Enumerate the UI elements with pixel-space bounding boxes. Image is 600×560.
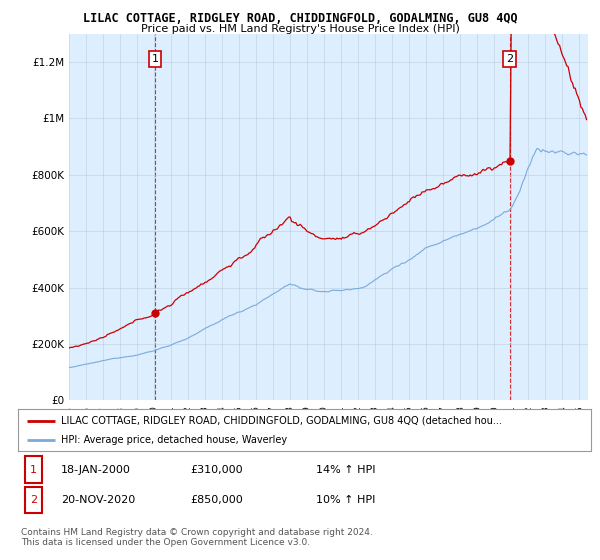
Text: 2: 2 bbox=[30, 495, 37, 505]
Text: Contains HM Land Registry data © Crown copyright and database right 2024.: Contains HM Land Registry data © Crown c… bbox=[21, 528, 373, 536]
Text: £850,000: £850,000 bbox=[190, 495, 242, 505]
Text: 1: 1 bbox=[30, 465, 37, 475]
Text: 14% ↑ HPI: 14% ↑ HPI bbox=[316, 465, 376, 475]
Text: 20-NOV-2020: 20-NOV-2020 bbox=[61, 495, 135, 505]
Text: HPI: Average price, detached house, Waverley: HPI: Average price, detached house, Wave… bbox=[61, 435, 287, 445]
FancyBboxPatch shape bbox=[25, 487, 42, 513]
Text: 10% ↑ HPI: 10% ↑ HPI bbox=[316, 495, 376, 505]
Text: Price paid vs. HM Land Registry's House Price Index (HPI): Price paid vs. HM Land Registry's House … bbox=[140, 24, 460, 34]
Text: £310,000: £310,000 bbox=[190, 465, 242, 475]
Text: This data is licensed under the Open Government Licence v3.0.: This data is licensed under the Open Gov… bbox=[21, 538, 310, 547]
Text: 2: 2 bbox=[506, 54, 513, 64]
Text: 18-JAN-2000: 18-JAN-2000 bbox=[61, 465, 131, 475]
FancyBboxPatch shape bbox=[25, 456, 42, 483]
Text: 1: 1 bbox=[151, 54, 158, 64]
Text: LILAC COTTAGE, RIDGLEY ROAD, CHIDDINGFOLD, GODALMING, GU8 4QQ (detached hou...: LILAC COTTAGE, RIDGLEY ROAD, CHIDDINGFOL… bbox=[61, 416, 502, 426]
Text: LILAC COTTAGE, RIDGLEY ROAD, CHIDDINGFOLD, GODALMING, GU8 4QQ: LILAC COTTAGE, RIDGLEY ROAD, CHIDDINGFOL… bbox=[83, 12, 517, 25]
